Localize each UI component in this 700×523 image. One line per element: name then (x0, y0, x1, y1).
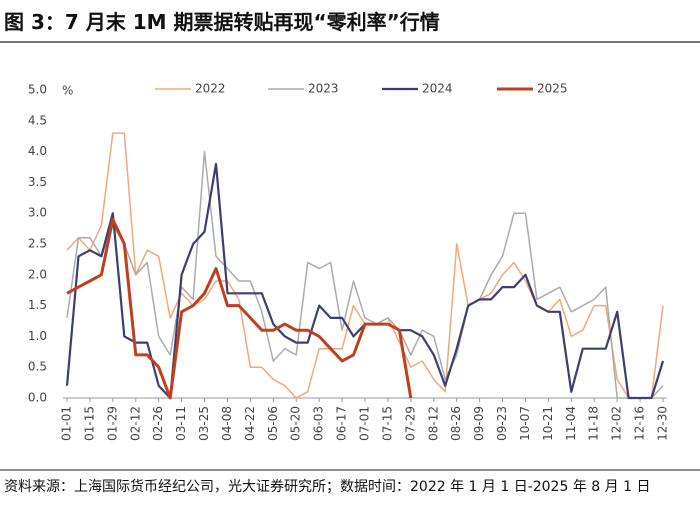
y-unit: % (62, 84, 73, 98)
legend-label: 2025 (537, 82, 568, 96)
x-tick-label: 02-26 (151, 406, 165, 441)
source-note: 资料来源：上海国际货币经纪公司，光大证券研究所；数据时间：2022 年 1 月 … (4, 479, 651, 495)
x-tick-label: 06-03 (312, 406, 326, 441)
series-line (66, 217, 413, 400)
x-tick-label: 09-23 (495, 406, 509, 441)
x-tick-label: 09-09 (472, 406, 486, 441)
x-tick-label: 06-17 (335, 406, 349, 441)
x-tick-label: 11-04 (564, 406, 578, 441)
series-line (66, 150, 664, 399)
x-tick-label: 12-16 (633, 406, 647, 441)
x-tick-label: 05-20 (289, 406, 303, 441)
x-tick-label: 12-02 (610, 406, 624, 441)
y-tick-label: 1.0 (28, 329, 47, 343)
x-tick-label: 07-01 (358, 406, 372, 441)
x-tick-label: 10-07 (518, 406, 532, 441)
y-tick-label: 4.0 (28, 144, 47, 158)
x-tick-label: 08-26 (449, 406, 463, 441)
x-tick-label: 03-25 (197, 406, 211, 441)
x-tick-label: 01-29 (105, 406, 119, 441)
x-tick-label: 02-12 (128, 406, 142, 441)
x-tick-label: 10-21 (541, 406, 555, 441)
x-tick-label: 01-15 (82, 406, 96, 441)
x-tick-label: 07-15 (380, 406, 394, 441)
x-tick-label: 11-18 (587, 406, 601, 441)
y-tick-label: 0.0 (28, 391, 47, 405)
y-tick-label: 3.5 (28, 175, 47, 189)
y-tick-label: 5.0 (28, 83, 47, 97)
y-tick-label: 0.5 (28, 360, 47, 374)
x-tick-label: 04-22 (243, 406, 257, 441)
legend-label: 2024 (422, 82, 453, 96)
y-tick-label: 2.0 (28, 267, 47, 281)
series-line (66, 132, 664, 399)
x-tick-label: 04-08 (220, 406, 234, 441)
y-tick-label: 4.5 (28, 113, 47, 127)
chart-title: 图 3：7 月末 1M 期票据转贴再现“零利率”行情 (4, 10, 440, 34)
x-tick-label: 12-30 (656, 406, 670, 441)
y-tick-label: 1.5 (28, 298, 47, 312)
x-tick-label: 08-12 (426, 406, 440, 441)
x-tick-label: 07-29 (403, 406, 417, 441)
x-tick-label: 05-06 (266, 406, 280, 441)
x-tick-label: 03-11 (174, 406, 188, 441)
legend-label: 2022 (195, 82, 226, 96)
y-tick-label: 3.0 (28, 206, 47, 220)
legend-label: 2023 (308, 82, 339, 96)
y-tick-label: 2.5 (28, 237, 47, 251)
x-tick-label: 01-01 (60, 406, 74, 441)
